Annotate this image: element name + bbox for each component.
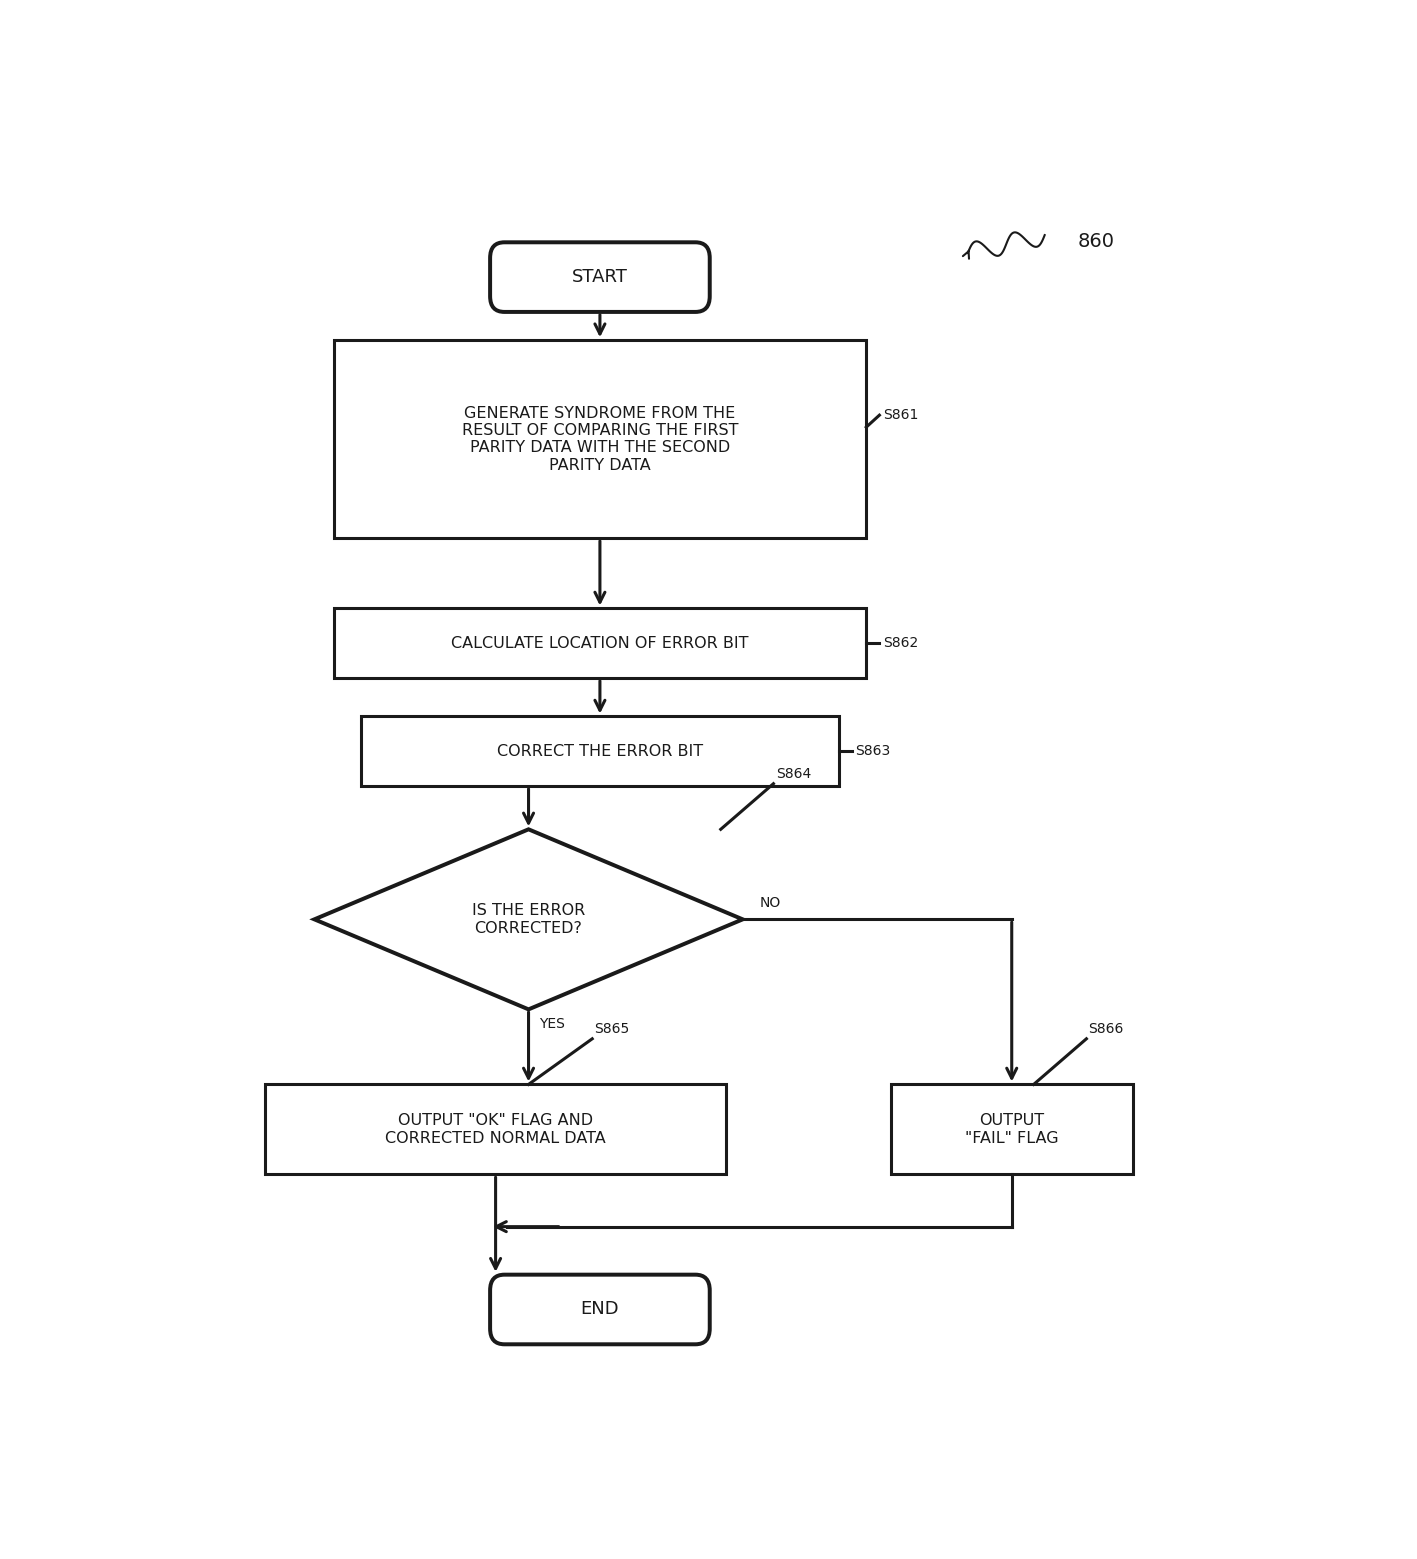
Bar	[333, 340, 866, 538]
Text: END: END	[581, 1300, 619, 1319]
Text: NO: NO	[760, 896, 781, 910]
Text: OUTPUT "OK" FLAG AND
CORRECTED NORMAL DATA: OUTPUT "OK" FLAG AND CORRECTED NORMAL DA…	[385, 1113, 606, 1146]
Text: S863: S863	[856, 744, 890, 758]
Text: S864: S864	[775, 767, 811, 781]
Text: S865: S865	[595, 1023, 629, 1037]
Bar	[891, 1085, 1132, 1174]
Text: S862: S862	[883, 636, 918, 650]
Bar	[265, 1085, 727, 1174]
Text: S866: S866	[1088, 1023, 1124, 1037]
Text: CALCULATE LOCATION OF ERROR BIT: CALCULATE LOCATION OF ERROR BIT	[451, 636, 748, 650]
Text: 860: 860	[1077, 232, 1115, 251]
Polygon shape	[315, 829, 743, 1009]
Bar	[333, 608, 866, 678]
FancyBboxPatch shape	[490, 242, 710, 312]
Text: CORRECT THE ERROR BIT: CORRECT THE ERROR BIT	[497, 744, 703, 759]
Text: IS THE ERROR
CORRECTED?: IS THE ERROR CORRECTED?	[472, 903, 585, 935]
Text: YES: YES	[540, 1016, 565, 1030]
Text: GENERATE SYNDROME FROM THE
RESULT OF COMPARING THE FIRST
PARITY DATA WITH THE SE: GENERATE SYNDROME FROM THE RESULT OF COM…	[462, 405, 738, 472]
FancyBboxPatch shape	[490, 1275, 710, 1344]
Text: OUTPUT
"FAIL" FLAG: OUTPUT "FAIL" FLAG	[965, 1113, 1058, 1146]
Text: S861: S861	[883, 408, 918, 422]
Text: START: START	[572, 268, 628, 287]
Bar	[361, 717, 839, 786]
